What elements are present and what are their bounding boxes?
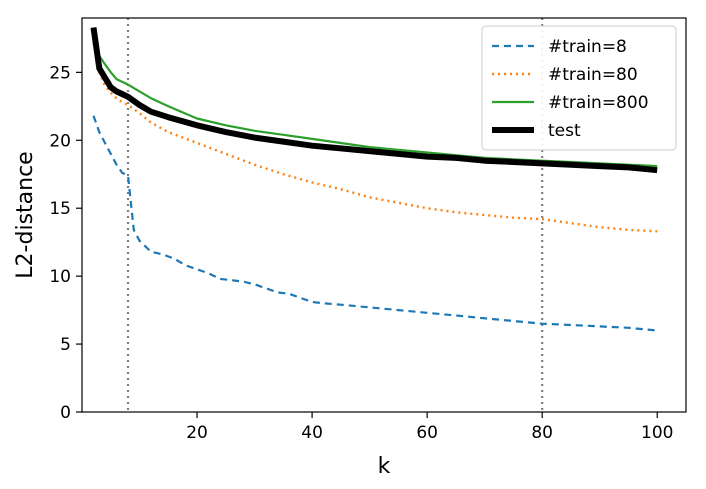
legend-label: #train=80 (548, 65, 638, 85)
x-tick-label: 40 (301, 423, 323, 443)
y-axis: 0 5 10 15 20 25 (49, 63, 82, 423)
y-tick-label: 10 (49, 267, 71, 287)
x-tick-label: 100 (641, 423, 673, 443)
plot-frame (81, 17, 687, 413)
legend-box (481, 25, 677, 151)
y-tick-label: 5 (60, 335, 71, 355)
y-tick-label: 0 (60, 403, 71, 423)
legend-label: #train=8 (548, 37, 627, 57)
x-axis: 20 40 60 80 100 (186, 412, 673, 443)
y-tick-label: 20 (49, 131, 71, 151)
x-tick-label: 60 (416, 423, 438, 443)
legend-label: #train=800 (548, 93, 649, 113)
x-tick-label: 80 (531, 423, 553, 443)
legend-label: test (548, 121, 581, 141)
y-tick-label: 25 (49, 63, 71, 83)
x-tick-label: 20 (186, 423, 208, 443)
series-train-80-line (92, 42, 658, 233)
series-layer (90, 27, 658, 332)
y-axis-label: L2-distance (13, 151, 38, 278)
series-test-line (90, 27, 658, 174)
legend: #train=8 #train=80 #train=800 test (481, 25, 677, 151)
series-train-8-line (92, 115, 658, 332)
x-axis-label: k (378, 454, 391, 479)
y-tick-label: 15 (49, 199, 71, 219)
